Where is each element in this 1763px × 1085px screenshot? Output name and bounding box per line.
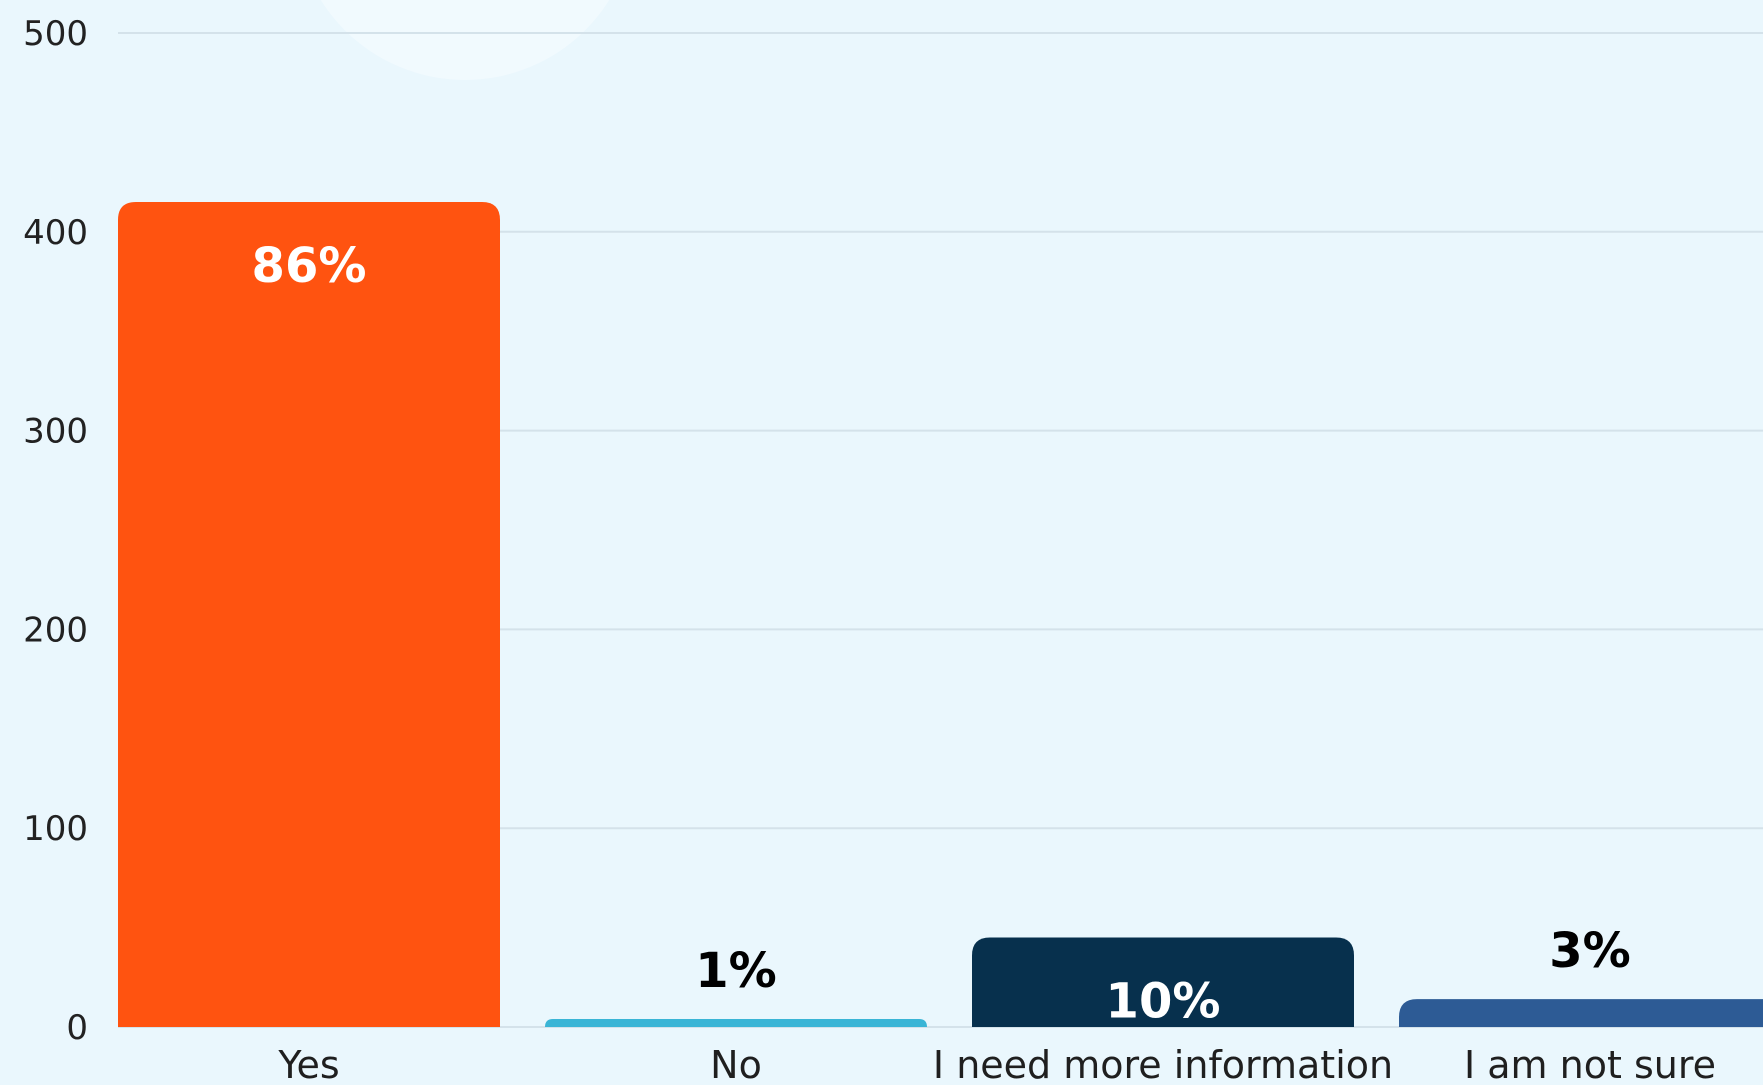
decorative-circle bbox=[320, 0, 610, 80]
data-label: 3% bbox=[1549, 923, 1631, 979]
y-tick-label: 400 bbox=[23, 213, 88, 253]
y-tick-label: 100 bbox=[23, 809, 88, 849]
bars bbox=[118, 201, 1763, 1028]
bar-yes bbox=[118, 201, 500, 1028]
y-tick-label: 0 bbox=[66, 1008, 88, 1048]
y-tick-label: 200 bbox=[23, 610, 88, 650]
x-tick-label: Yes bbox=[277, 1043, 339, 1085]
data-labels: 86% 1% 10% 3% bbox=[252, 238, 1631, 1030]
data-label: 86% bbox=[252, 238, 367, 294]
bar-i-am-not-sure bbox=[1399, 999, 1763, 1027]
y-axis-ticks: 0 100 200 300 400 500 bbox=[23, 14, 88, 1048]
bar-i-need-more-information bbox=[972, 937, 1354, 1027]
x-axis-labels: Yes No I need more information I am not sur… bbox=[277, 1043, 1716, 1085]
bar-no bbox=[545, 1019, 927, 1027]
x-tick-label: No bbox=[710, 1043, 762, 1085]
x-tick-label: I need more information bbox=[933, 1043, 1393, 1085]
data-label: 10% bbox=[1106, 974, 1221, 1030]
y-tick-label: 300 bbox=[23, 412, 88, 452]
data-label: 1% bbox=[695, 943, 777, 999]
y-tick-label: 500 bbox=[23, 14, 88, 54]
x-tick-label: I am not sure bbox=[1464, 1043, 1716, 1085]
